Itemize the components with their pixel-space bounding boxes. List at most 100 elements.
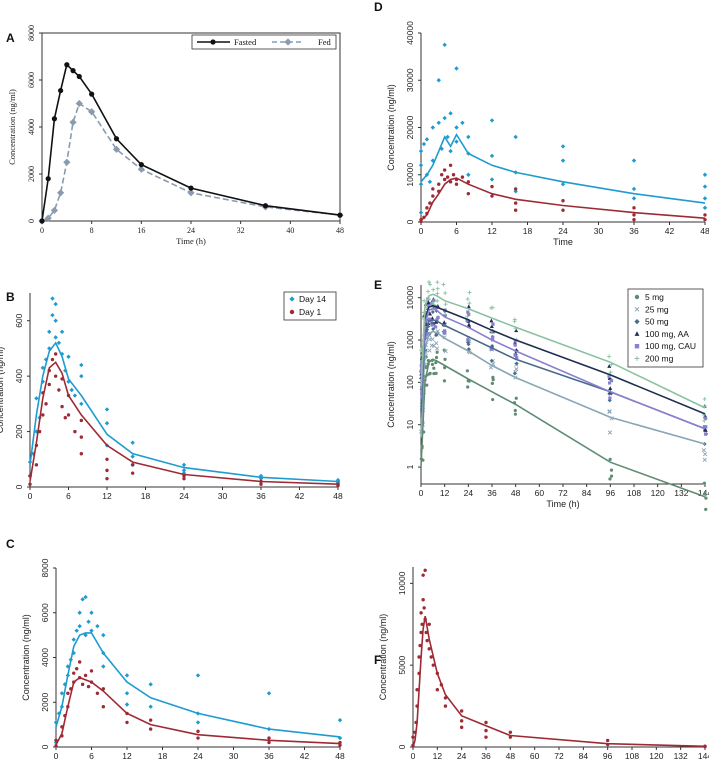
x-tick-label: 18: [523, 226, 533, 236]
day14-data-point: [104, 407, 110, 412]
panel-b-axes: 0 6 12 18 24 30 36 42 48 0 200 400 600 Concentration …: [0, 290, 343, 501]
x-tick-label: 48: [335, 751, 345, 761]
x-tick-label: 0: [411, 751, 416, 761]
day14-data-point: [59, 691, 65, 696]
dose-200mg-data-point: [426, 289, 431, 294]
x-tick-label: 12: [122, 751, 132, 761]
day14-data-point: [79, 401, 84, 407]
dose-200mg-data-point: [512, 317, 517, 322]
dose-5mg-data-point: [430, 362, 435, 366]
upper-data-point: [560, 158, 566, 163]
fed-data-point: [57, 189, 65, 197]
lower-data-point: [632, 206, 636, 210]
fed-data-point: [44, 214, 52, 222]
panel-e-axes: 0 12 24 36 48 60 72 84 96 108 120 132 144 1 10 100 1000 1…: [374, 278, 709, 509]
legend-fed-marker: [284, 38, 292, 46]
single-data-point: [508, 730, 513, 734]
dose-100mg-cau-data-point: [436, 315, 440, 320]
day1-data-point: [196, 736, 200, 740]
x-tick-label: 96: [603, 751, 613, 761]
dose-5mg-data-point: [432, 366, 436, 370]
y-tick-label: 2000: [40, 693, 50, 712]
fasted-data-point: [262, 203, 269, 209]
legend-marker: [634, 356, 640, 361]
panel-f-y-axis-label: Concentration (ng/ml): [378, 614, 388, 701]
dose-100mg-cau-data-point: [608, 381, 612, 385]
fasted-data-point: [188, 185, 194, 191]
upper-data-point: [513, 134, 518, 140]
panel-c-y-axis-label: Concentration (ng/ml): [21, 614, 31, 701]
dose-200mg-data-point: [435, 280, 440, 285]
day14-data-point: [83, 594, 88, 600]
dose-100mg-cau-data-point: [433, 325, 438, 329]
single-data-point: [459, 709, 464, 713]
day1-data-point: [80, 682, 85, 687]
fasted-data-point: [58, 87, 64, 94]
dose-5mg-data-point: [704, 507, 708, 511]
upper-data-point: [560, 144, 566, 149]
dose-50mg-data-point: [514, 361, 519, 366]
legend-marker: [634, 306, 640, 312]
dose-25mg-data-point: [702, 452, 708, 457]
dose-5mg-data-point: [609, 474, 614, 478]
day14-data-point: [124, 691, 130, 696]
day14-data-point: [195, 673, 201, 678]
day1-data-point: [73, 429, 77, 434]
y-tick-label: 0: [40, 744, 50, 749]
day14-line: [55, 632, 341, 738]
single-data-point: [419, 611, 423, 615]
single-data-point: [415, 688, 419, 692]
x-tick-label: 132: [674, 751, 688, 761]
dose-5mg-data-point: [443, 357, 447, 362]
legend-dose-label: 200 mg: [645, 354, 674, 364]
y-tick-label: 0: [14, 484, 24, 489]
y-tick-label: 4000: [27, 119, 36, 135]
x-tick-label: 36: [264, 751, 274, 761]
day14-data-point: [89, 610, 94, 615]
upper-data-point: [418, 182, 424, 187]
fed-data-point: [69, 118, 77, 126]
legend-day1-marker: [289, 309, 295, 315]
dose-5mg-data-point: [514, 396, 518, 400]
lower-data-point: [466, 180, 471, 184]
upper-data-point: [489, 153, 495, 159]
day1-data-point: [63, 416, 67, 420]
day14-data-point: [53, 318, 58, 323]
x-tick-label: 108: [625, 751, 639, 761]
dose-series-line-5: [420, 293, 706, 409]
day1-data-point: [105, 476, 109, 481]
upper-data-point: [489, 177, 495, 182]
x-tick-label: 36: [481, 751, 491, 761]
panel-e-x-axis-label: Time (h): [546, 499, 579, 509]
day1-data-point: [259, 482, 263, 486]
single-data-point: [484, 728, 488, 733]
y-tick-label: 200: [14, 424, 24, 438]
legend-box: [191, 34, 337, 50]
dose-5mg-data-point: [434, 361, 438, 365]
y-tick-label: 0: [27, 219, 36, 223]
day1-line: [55, 676, 341, 746]
single-data-point: [484, 720, 488, 725]
upper-data-point: [489, 118, 495, 123]
day1-data-point: [79, 435, 84, 439]
x-tick-label: 6: [454, 226, 459, 236]
dose-5mg-data-point: [425, 383, 429, 387]
dose-200mg-data-point: [422, 298, 427, 303]
panel-c-letter: C: [6, 537, 15, 551]
legend-marker: [634, 344, 640, 349]
x-tick-label: 24: [558, 226, 568, 236]
y-tick-label: 30000: [405, 68, 415, 92]
upper-data-point: [442, 42, 447, 48]
single-data-point: [459, 725, 464, 730]
legend-dose-label: 25 mg: [645, 304, 669, 314]
upper-data-point: [442, 115, 447, 121]
fasted-data-point: [39, 218, 45, 224]
lower-data-point: [442, 168, 447, 172]
dose-100mg-cau-data-point: [607, 374, 611, 379]
legend-marker: [634, 294, 640, 300]
x-tick-label: 30: [218, 491, 228, 501]
dose-200mg-data-point: [435, 291, 440, 296]
upper-data-point: [702, 196, 708, 201]
dose-100mg-cau-data-point: [427, 304, 431, 308]
x-tick-label: 120: [649, 751, 663, 761]
